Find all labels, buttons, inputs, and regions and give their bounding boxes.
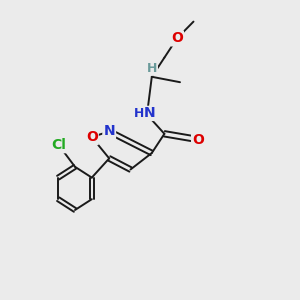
Text: H: H <box>147 62 157 75</box>
Text: O: O <box>171 32 183 45</box>
Text: H: H <box>134 107 145 120</box>
Text: O: O <box>86 130 98 144</box>
Text: N: N <box>144 106 156 120</box>
Text: Cl: Cl <box>51 138 66 152</box>
Text: N: N <box>103 124 115 138</box>
Text: O: O <box>192 133 204 146</box>
